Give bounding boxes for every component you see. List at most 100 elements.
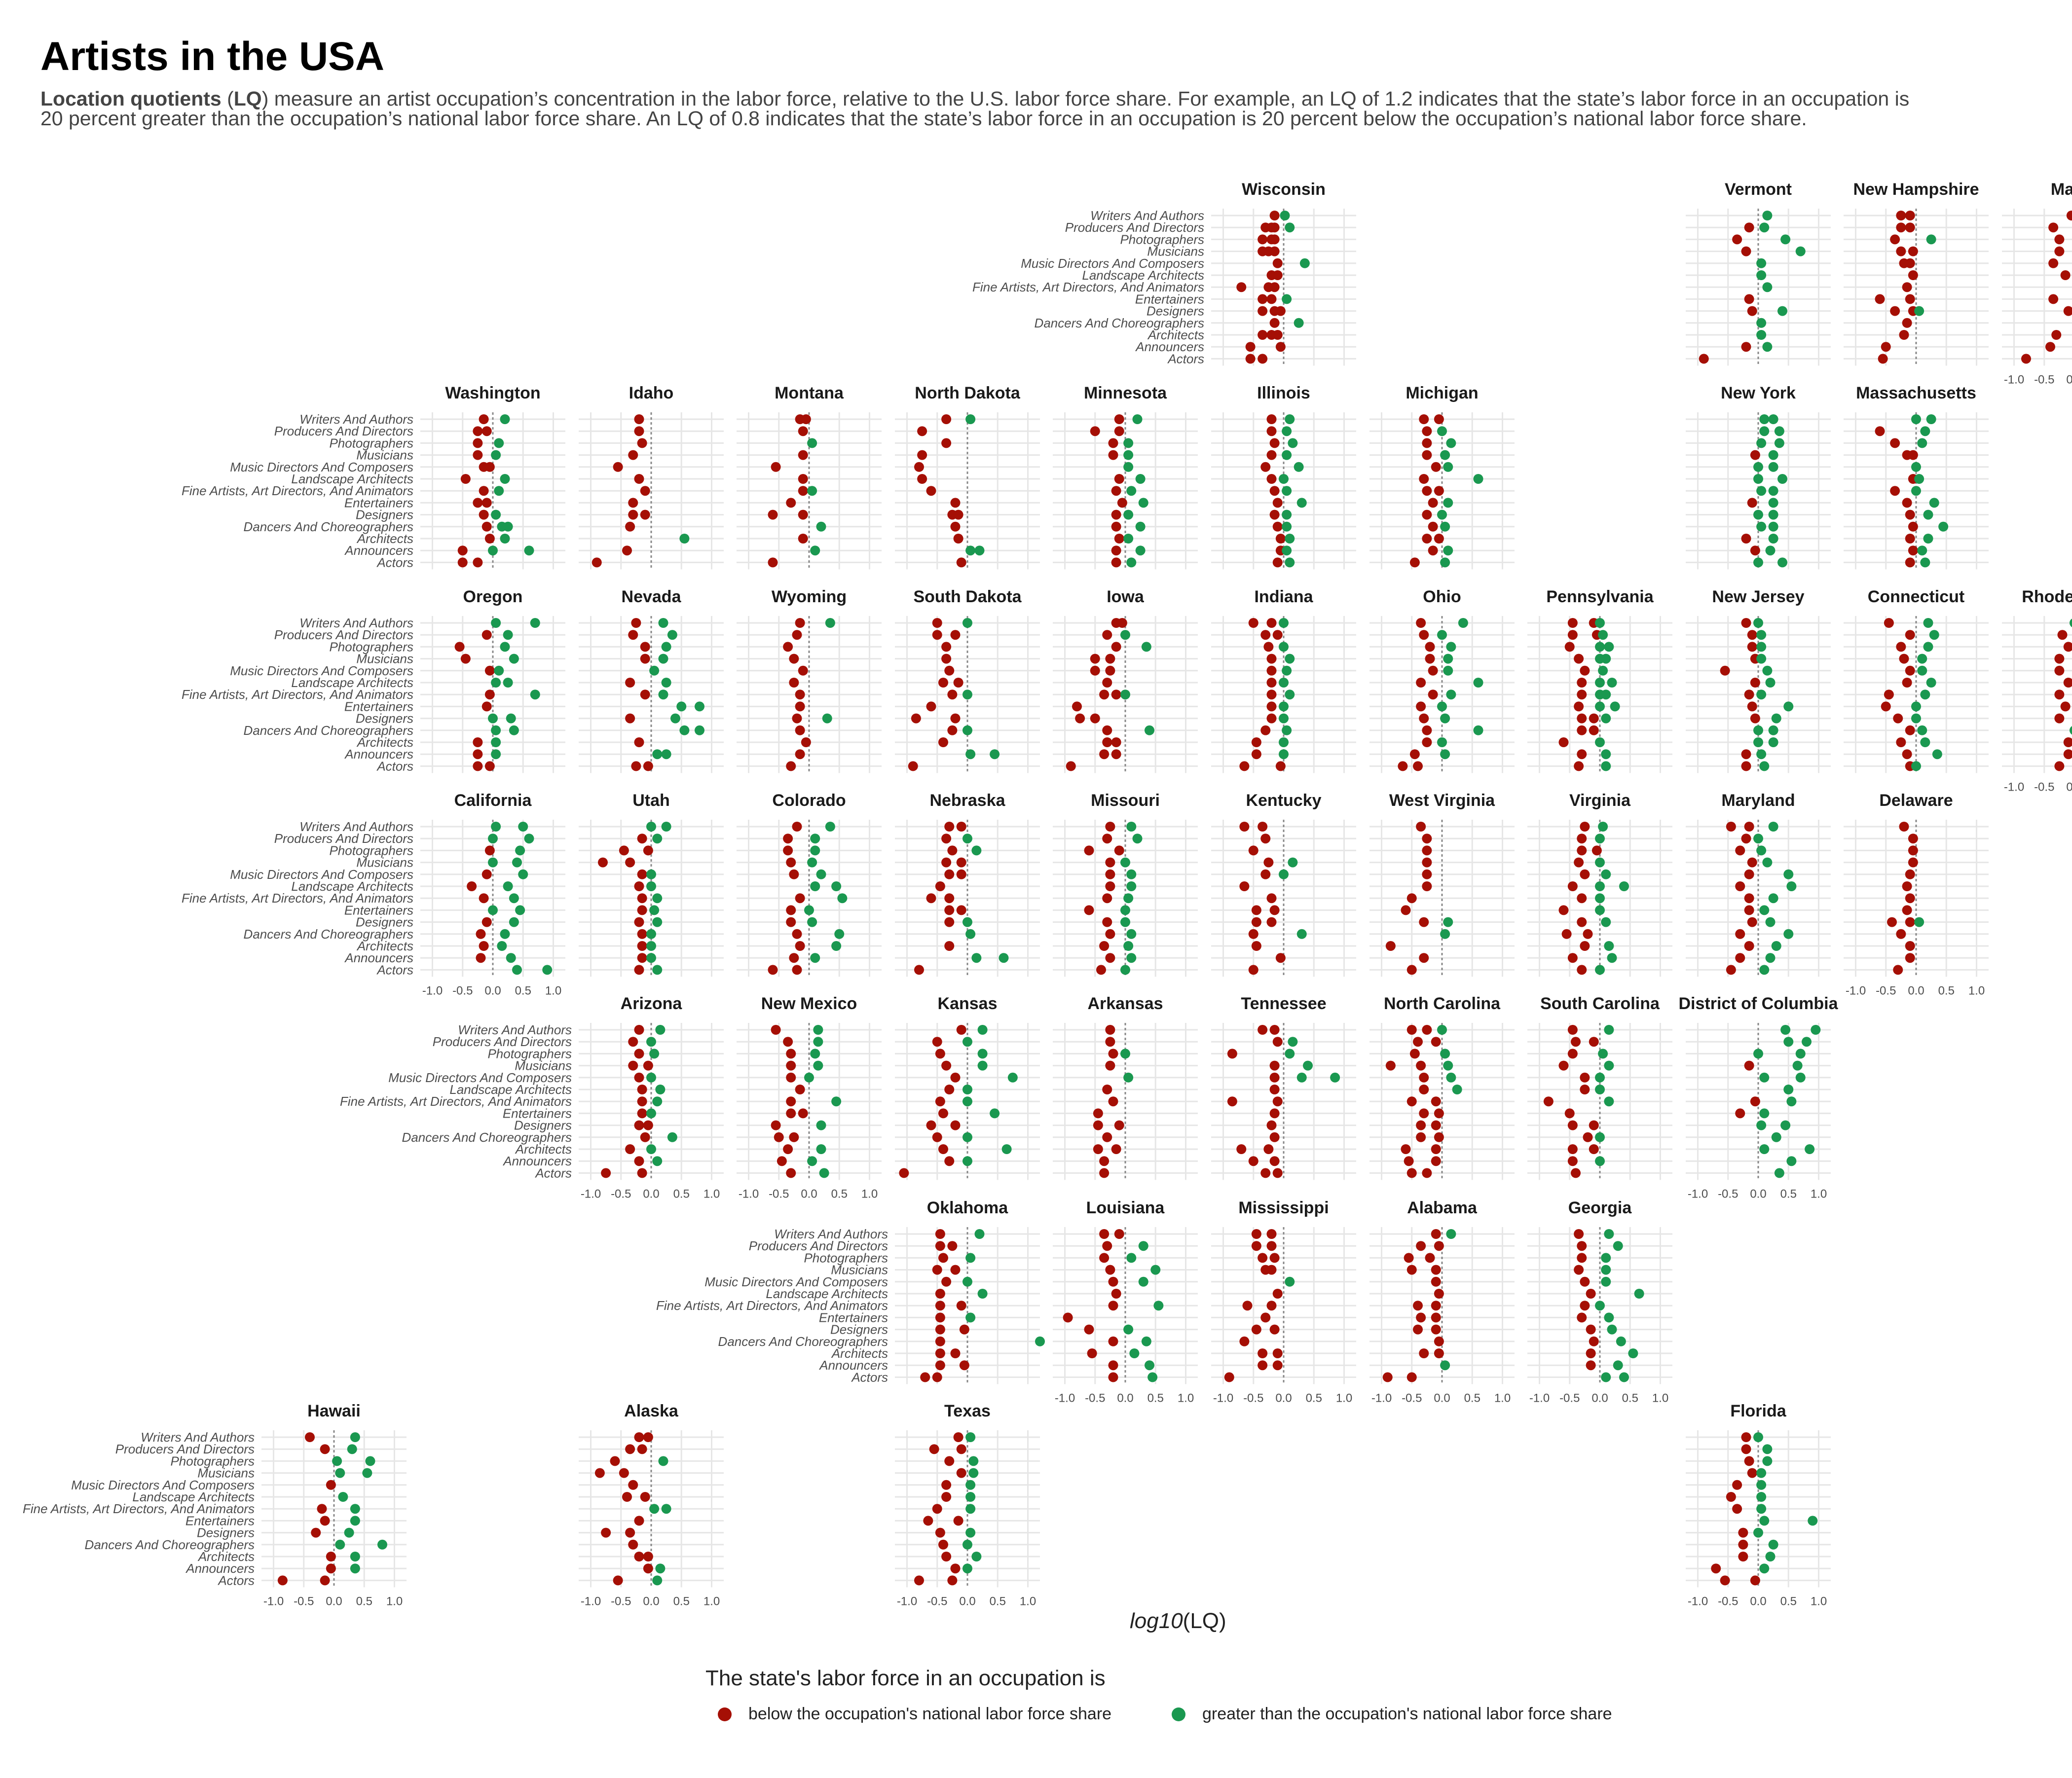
- data-point: [1272, 270, 1283, 280]
- data-point: [962, 834, 972, 844]
- data-point: [506, 953, 516, 963]
- facet-title: Idaho: [629, 384, 674, 402]
- data-point: [1245, 342, 1256, 352]
- occupation-label: Actors: [1167, 351, 1204, 366]
- data-point: [1595, 737, 1605, 747]
- data-point: [798, 534, 808, 544]
- facet-title: Louisiana: [1086, 1198, 1165, 1217]
- data-point: [1401, 1144, 1411, 1154]
- data-point: [1422, 509, 1432, 520]
- data-point: [1567, 630, 1578, 640]
- data-point: [1920, 689, 1930, 700]
- facet-title: Alabama: [1407, 1198, 1478, 1217]
- data-point: [1279, 642, 1289, 652]
- data-point: [1558, 905, 1569, 915]
- data-point: [1416, 1120, 1426, 1130]
- x-tick-label: 1.0: [1811, 1595, 1827, 1608]
- data-point: [481, 426, 492, 436]
- data-point: [634, 1156, 644, 1166]
- data-point: [1120, 1049, 1130, 1059]
- data-point: [965, 1492, 976, 1502]
- data-point: [1759, 1108, 1770, 1119]
- data-point: [1275, 306, 1286, 316]
- x-axis-title-arg: (LQ): [1183, 1609, 1226, 1633]
- data-point: [831, 881, 842, 891]
- data-point: [1905, 557, 1915, 568]
- data-point: [524, 545, 534, 556]
- data-point: [1741, 761, 1751, 771]
- data-point: [1750, 450, 1760, 460]
- x-tick-label: 1.0: [1811, 1187, 1827, 1200]
- data-point: [923, 1516, 933, 1526]
- data-point: [941, 1276, 952, 1287]
- facet-title: Nebraska: [929, 791, 1005, 810]
- occupation-label: Musicians: [1147, 244, 1204, 259]
- occupation-label: Announcers: [344, 747, 413, 762]
- data-point: [2054, 761, 2065, 771]
- data-point: [338, 1492, 348, 1502]
- data-point: [932, 618, 942, 628]
- occupation-label: Photographers: [329, 639, 413, 654]
- data-point: [1422, 426, 1432, 436]
- data-point: [1102, 678, 1112, 688]
- data-point: [667, 1132, 677, 1142]
- data-point: [1258, 1360, 1268, 1371]
- data-point: [1580, 665, 1590, 676]
- data-point: [1126, 1253, 1137, 1263]
- data-point: [1768, 534, 1778, 544]
- data-point: [1266, 893, 1277, 904]
- data-point: [1425, 653, 1435, 664]
- data-point: [1893, 965, 1903, 975]
- data-point: [479, 941, 489, 951]
- data-point: [1574, 701, 1584, 712]
- data-point: [1099, 1156, 1110, 1166]
- data-point: [1266, 653, 1277, 664]
- data-point: [1762, 1456, 1773, 1466]
- data-point: [637, 1168, 647, 1178]
- facet-kentucky: Kentucky: [1211, 791, 1356, 977]
- facet-title: North Dakota: [915, 384, 1021, 402]
- data-point: [494, 486, 504, 496]
- data-point: [1443, 917, 1453, 927]
- data-point: [783, 845, 793, 856]
- occupation-label: Producers And Directors: [749, 1238, 888, 1253]
- data-point: [365, 1456, 375, 1466]
- data-point: [1756, 318, 1767, 328]
- data-point: [1123, 450, 1134, 460]
- data-point: [1084, 1324, 1094, 1335]
- data-point: [1409, 557, 1420, 568]
- data-point: [320, 1516, 330, 1526]
- data-point: [786, 1096, 796, 1107]
- data-point: [2054, 665, 2065, 676]
- data-point: [956, 857, 966, 868]
- data-point: [1123, 941, 1134, 951]
- occupation-label: Actors: [534, 1165, 572, 1180]
- data-point: [1786, 1156, 1797, 1166]
- data-point: [1756, 1492, 1767, 1502]
- data-point: [628, 630, 638, 640]
- occupation-label: Producers And Directors: [274, 424, 413, 438]
- data-point: [1604, 1312, 1614, 1323]
- data-point: [637, 834, 647, 844]
- data-point: [634, 917, 644, 927]
- data-point: [1914, 917, 1924, 927]
- data-point: [362, 1468, 372, 1478]
- data-point: [1419, 474, 1429, 484]
- data-point: [1279, 678, 1289, 688]
- facet-west-virginia: West Virginia: [1369, 791, 1515, 977]
- data-point: [819, 1168, 829, 1178]
- facet-new-york: New York: [1686, 384, 1831, 570]
- data-point: [1750, 1575, 1760, 1586]
- data-point: [1890, 486, 1900, 496]
- data-point: [1896, 246, 1906, 256]
- data-point: [1580, 1072, 1590, 1083]
- data-point: [1269, 234, 1280, 245]
- facet-indiana: Indiana: [1211, 587, 1356, 773]
- occupation-label: Writers And Authors: [458, 1022, 572, 1037]
- data-point: [831, 1096, 842, 1107]
- data-point: [1099, 749, 1110, 760]
- data-point: [1416, 822, 1426, 832]
- data-point: [956, 869, 966, 879]
- x-tick-label: -0.5: [294, 1595, 314, 1608]
- data-point: [1589, 1144, 1599, 1154]
